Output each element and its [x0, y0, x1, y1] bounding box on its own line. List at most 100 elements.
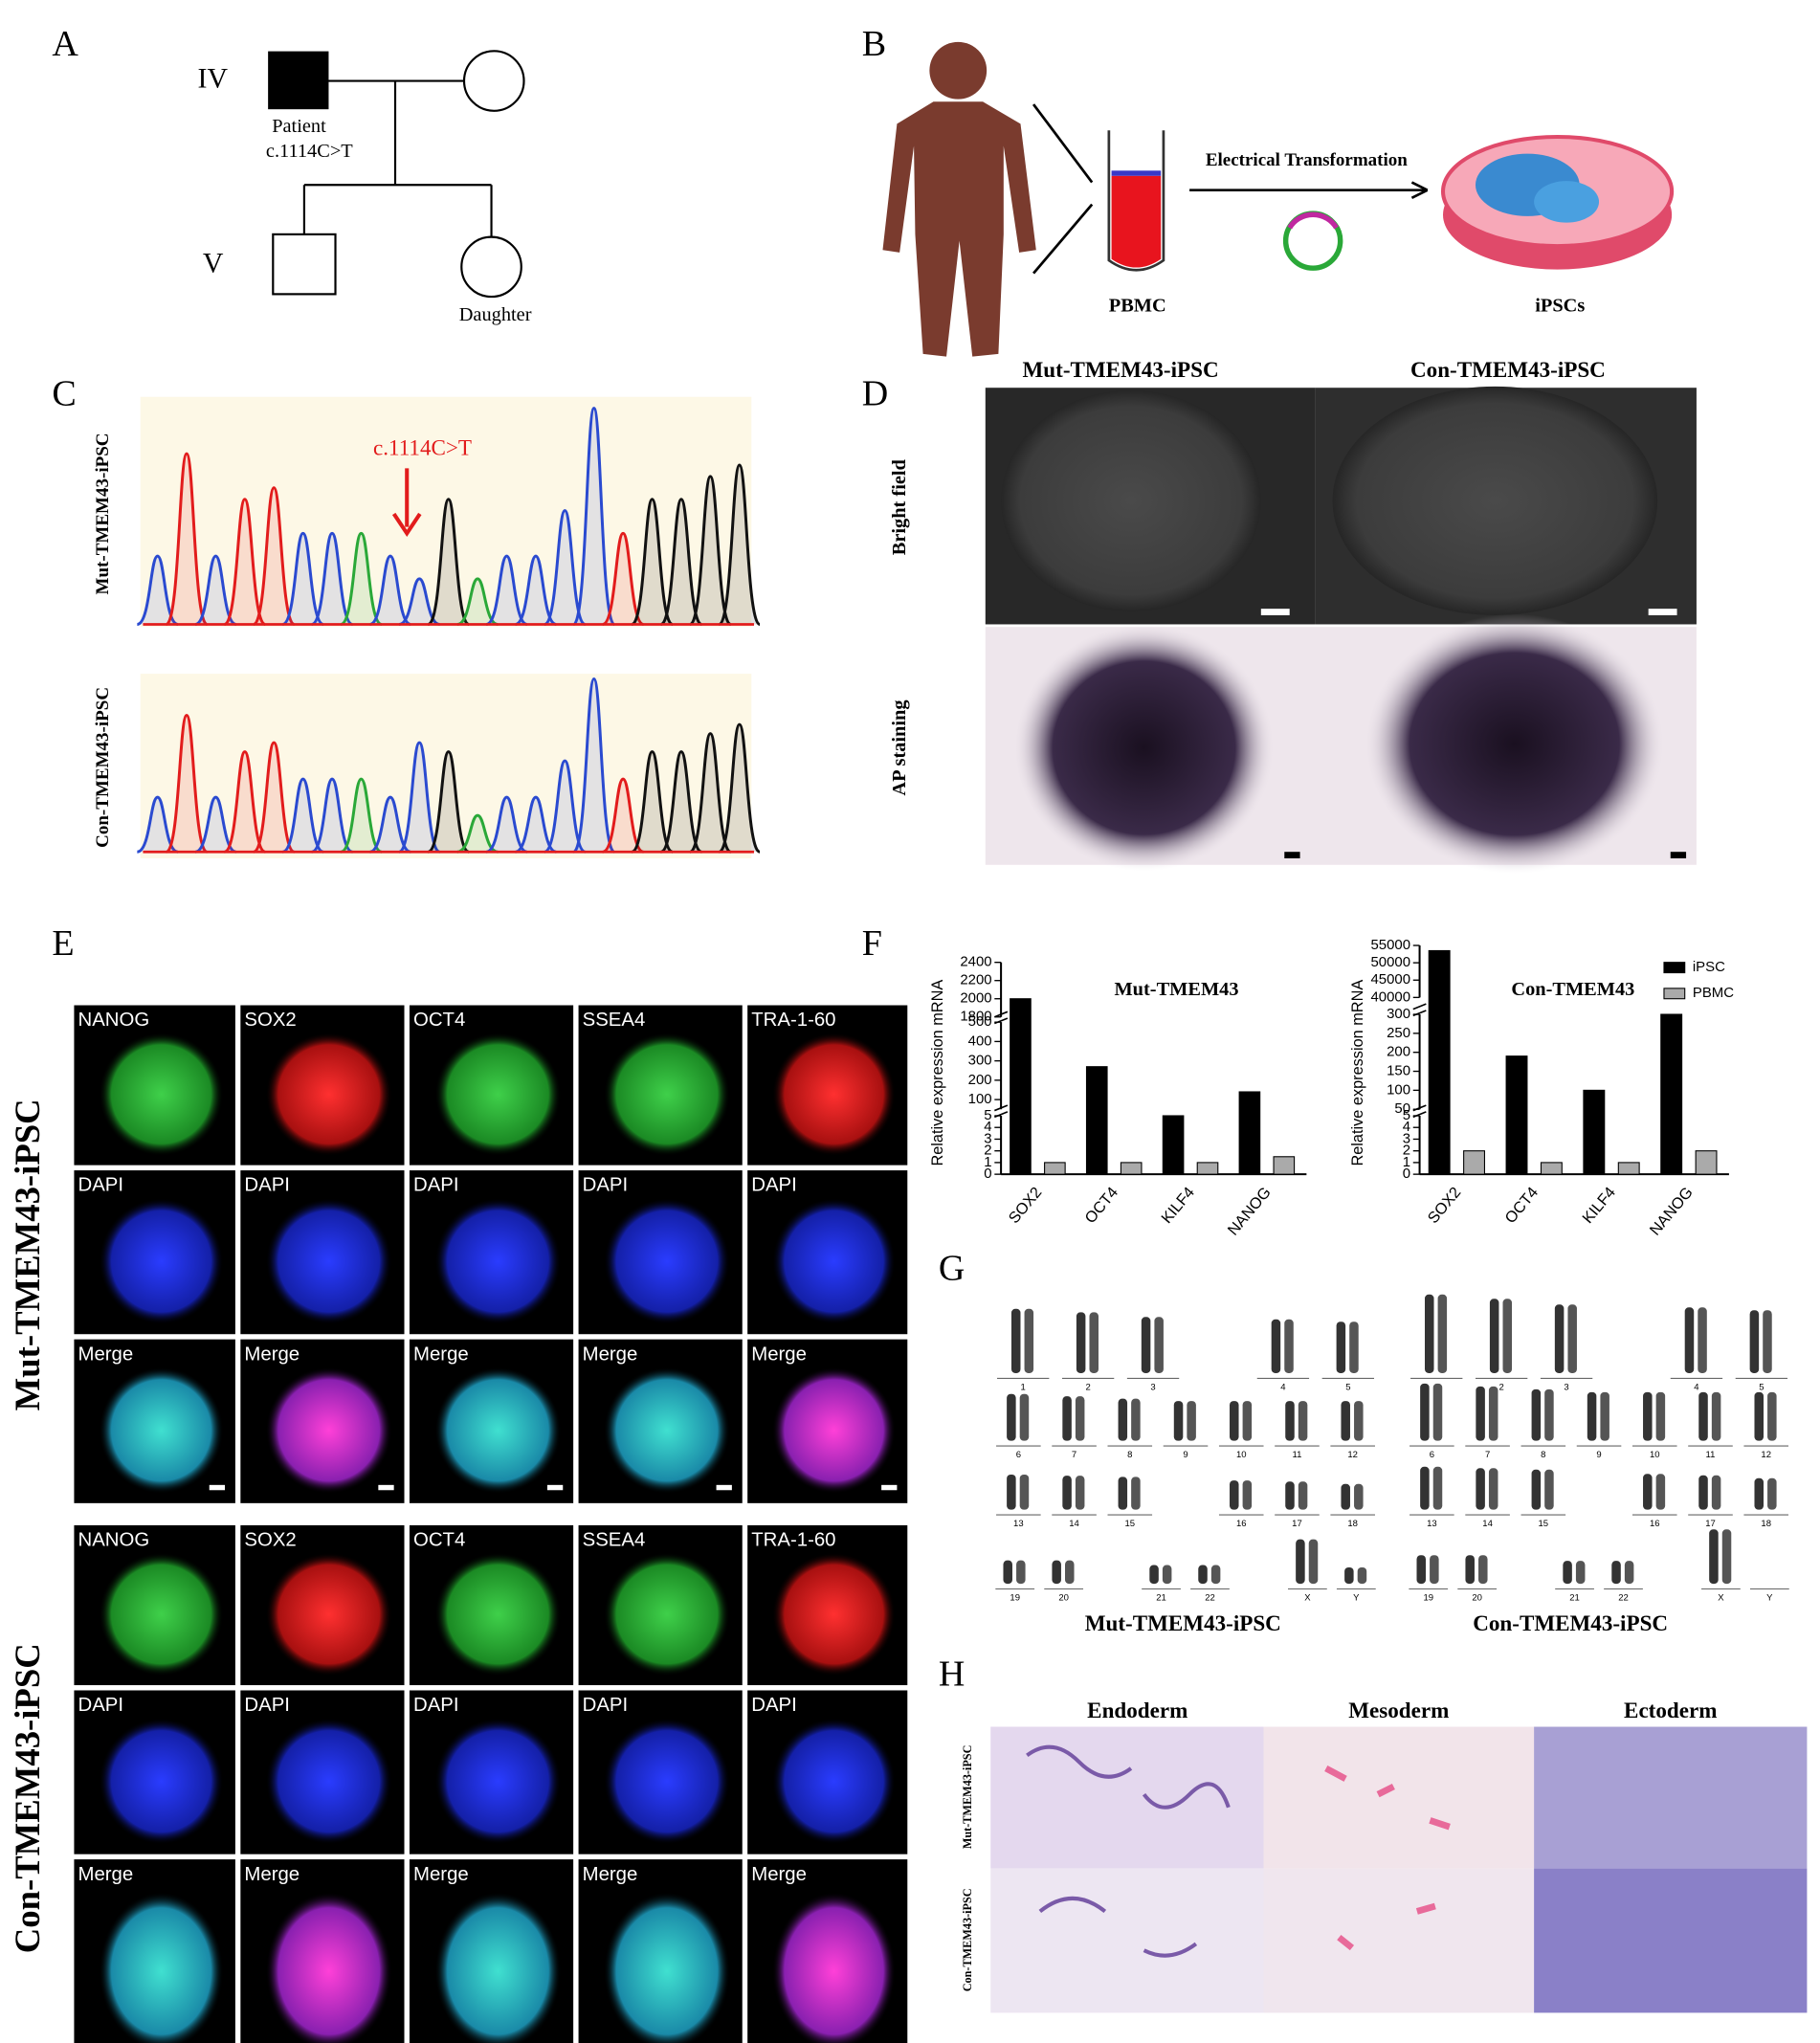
- y-tick-label: 50: [1394, 1100, 1410, 1117]
- he-image: [1534, 1726, 1808, 1869]
- y-tick-label: 300: [968, 1053, 992, 1069]
- x-tick-label: OCT4: [1081, 1184, 1121, 1227]
- peak: [456, 577, 499, 626]
- channel-label: DAPI: [751, 1175, 797, 1196]
- y-tick-label: 5: [1403, 1107, 1410, 1123]
- chromosome-number: 20: [1472, 1593, 1482, 1604]
- y-tick-label: 300: [1387, 1006, 1410, 1022]
- chromosome: [1298, 1481, 1308, 1510]
- cell-colony: [265, 1552, 392, 1677]
- chromosome: [1554, 1304, 1565, 1373]
- chromosome: [1062, 1396, 1072, 1441]
- bar: [1617, 1162, 1640, 1175]
- cell-colony: [265, 1718, 392, 1845]
- chromosome: [1007, 1474, 1016, 1510]
- chromosome: [1162, 1565, 1172, 1585]
- chromosome: [1354, 1483, 1364, 1510]
- chromosome: [1131, 1398, 1141, 1441]
- result-label: iPSCs: [1535, 296, 1585, 317]
- chromosome: [1003, 1560, 1012, 1585]
- chromosome-number: 5: [1345, 1382, 1350, 1392]
- chromosome: [1344, 1566, 1354, 1585]
- peak: [368, 554, 411, 626]
- scale-bar: [1648, 609, 1677, 615]
- chromosome: [1308, 1539, 1319, 1585]
- channel-label: TRA-1-60: [751, 1010, 835, 1031]
- chromosome-number: 19: [1010, 1593, 1020, 1604]
- cell-colony: [434, 1552, 562, 1677]
- y-tick-label: 3: [1403, 1130, 1410, 1146]
- chromosome: [1076, 1312, 1086, 1373]
- chromosome: [1754, 1477, 1764, 1510]
- chromosome: [1476, 1468, 1485, 1510]
- x-tick-label: SOX2: [1006, 1184, 1046, 1227]
- row-label: Con-TMEM43-iPSC: [961, 1888, 974, 1991]
- chromosome: [1655, 1391, 1666, 1441]
- chromosome: [1154, 1317, 1164, 1373]
- chromosome-number: 2: [1499, 1382, 1504, 1392]
- peak: [718, 463, 762, 626]
- scale-bar: [546, 1484, 564, 1491]
- chromosome: [1476, 1386, 1485, 1441]
- spouse-symbol: [462, 50, 525, 112]
- chromosome: [1141, 1317, 1151, 1373]
- peak: [659, 498, 703, 626]
- cell-colony: [99, 1366, 224, 1494]
- y-tick-label: 200: [1387, 1044, 1410, 1060]
- bar: [1463, 1150, 1486, 1175]
- germ-layer-label: Endoderm: [1087, 1698, 1187, 1722]
- pedigree: [268, 50, 525, 299]
- chromosome: [1075, 1396, 1085, 1441]
- ap-colony: [1013, 624, 1275, 872]
- chromosome: [1502, 1299, 1513, 1373]
- karyotype-caption: Con-TMEM43-iPSC: [1473, 1610, 1668, 1635]
- workflow: [882, 41, 1675, 357]
- peak: [311, 777, 354, 854]
- y-tick-label: 1: [1403, 1154, 1410, 1170]
- chromosome-number: 2: [1085, 1382, 1090, 1392]
- karyotypes: 12345678910111213141516171819202122XY123…: [995, 1294, 1789, 1604]
- cell-colony: [265, 1033, 392, 1157]
- channel-label: SOX2: [244, 1010, 296, 1031]
- row-label: Mut-TMEM43-iPSC: [961, 1745, 974, 1850]
- panel-label: H: [939, 1654, 965, 1695]
- peak: [194, 795, 237, 854]
- cell-colony: [771, 1366, 897, 1494]
- panel-label: D: [862, 373, 888, 413]
- chromosome: [1357, 1566, 1367, 1585]
- y-tick-label: 0: [1403, 1166, 1410, 1182]
- channel-label: Merge: [413, 1864, 469, 1885]
- chromosome: [1118, 1477, 1128, 1510]
- chromosome-number: 20: [1058, 1593, 1069, 1604]
- cell-colony: [434, 1366, 562, 1494]
- chromosome-number: 18: [1347, 1519, 1358, 1529]
- legend-label: iPSC: [1693, 959, 1725, 975]
- channel-label: Merge: [78, 1864, 134, 1885]
- peak: [689, 732, 732, 854]
- chromosome: [1721, 1529, 1732, 1585]
- human-head: [929, 41, 988, 100]
- cell-colony: [603, 1366, 731, 1494]
- chromosome-number: 4: [1694, 1382, 1698, 1392]
- chromosome: [1062, 1476, 1072, 1510]
- tissue-structure: [1026, 1744, 1231, 1958]
- peak: [427, 750, 470, 854]
- x-tick-label: KILF4: [1158, 1184, 1198, 1227]
- chromosome: [1296, 1539, 1305, 1585]
- x-tick-label: SOX2: [1425, 1184, 1465, 1227]
- mutation-label: c.1114C>T: [266, 141, 353, 162]
- peak: [514, 554, 557, 626]
- chromosome: [1210, 1565, 1221, 1585]
- patient-symbol: [268, 51, 329, 110]
- x-tick-label: NANOG: [1225, 1184, 1275, 1238]
- cell-colony: [99, 1552, 224, 1677]
- chromosome: [1544, 1388, 1554, 1441]
- chromosome: [1075, 1476, 1085, 1510]
- peak: [427, 498, 470, 626]
- y-tick-label: 100: [968, 1091, 992, 1107]
- peak: [136, 554, 179, 626]
- chromosome: [1749, 1310, 1760, 1373]
- bar: [1196, 1162, 1219, 1175]
- channel-label: DAPI: [78, 1695, 124, 1716]
- peak: [194, 554, 237, 626]
